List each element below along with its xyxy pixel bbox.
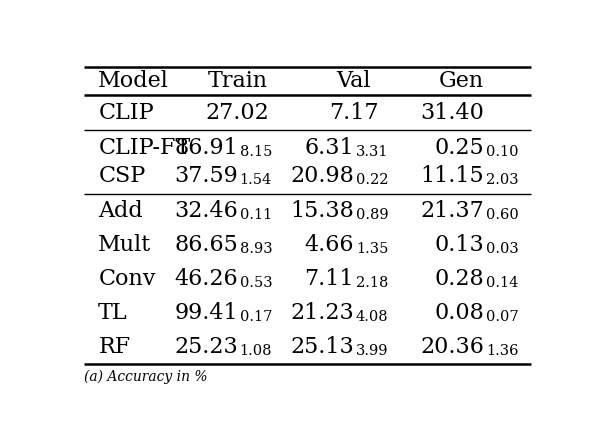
Text: 32.46: 32.46: [174, 200, 238, 222]
Text: 25.23: 25.23: [174, 336, 238, 358]
Text: Gen: Gen: [439, 70, 484, 92]
Text: 20.36: 20.36: [421, 336, 484, 358]
Text: 1.36: 1.36: [486, 344, 518, 358]
Text: 0.07: 0.07: [486, 310, 518, 324]
Text: RF: RF: [98, 336, 130, 358]
Text: Model: Model: [98, 70, 169, 92]
Text: CLIP: CLIP: [98, 102, 154, 124]
Text: Add: Add: [98, 200, 143, 222]
Text: 1.35: 1.35: [356, 242, 388, 256]
Text: 7.11: 7.11: [305, 268, 354, 290]
Text: Train: Train: [208, 70, 268, 92]
Text: 86.91: 86.91: [174, 137, 238, 159]
Text: 0.08: 0.08: [434, 302, 484, 324]
Text: 21.37: 21.37: [421, 200, 484, 222]
Text: 27.02: 27.02: [206, 102, 269, 124]
Text: 37.59: 37.59: [174, 165, 238, 187]
Text: 8.93: 8.93: [239, 242, 272, 256]
Text: 99.41: 99.41: [174, 302, 238, 324]
Text: 0.60: 0.60: [486, 208, 519, 222]
Text: 4.66: 4.66: [305, 234, 354, 256]
Text: 21.23: 21.23: [290, 302, 354, 324]
Text: TL: TL: [98, 302, 128, 324]
Text: CLIP-FT: CLIP-FT: [98, 137, 191, 159]
Text: 0.28: 0.28: [434, 268, 484, 290]
Text: 1.54: 1.54: [239, 174, 272, 187]
Text: 2.18: 2.18: [356, 276, 388, 290]
Text: 8.15: 8.15: [239, 146, 272, 160]
Text: 0.03: 0.03: [486, 242, 519, 256]
Text: Val: Val: [337, 70, 371, 92]
Text: 25.13: 25.13: [290, 336, 354, 358]
Text: 15.38: 15.38: [290, 200, 354, 222]
Text: 31.40: 31.40: [421, 102, 484, 124]
Text: 0.22: 0.22: [356, 174, 388, 187]
Text: 4.08: 4.08: [356, 310, 388, 324]
Text: 0.17: 0.17: [239, 310, 272, 324]
Text: 0.11: 0.11: [239, 208, 272, 222]
Text: 3.99: 3.99: [356, 344, 388, 358]
Text: 0.13: 0.13: [434, 234, 484, 256]
Text: 0.89: 0.89: [356, 208, 388, 222]
Text: 3.31: 3.31: [356, 146, 388, 160]
Text: 7.17: 7.17: [329, 102, 379, 124]
Text: 46.26: 46.26: [174, 268, 238, 290]
Text: 1.08: 1.08: [239, 344, 272, 358]
Text: 86.65: 86.65: [174, 234, 238, 256]
Text: 0.14: 0.14: [486, 276, 518, 290]
Text: 6.31: 6.31: [304, 137, 354, 159]
Text: 0.25: 0.25: [434, 137, 484, 159]
Text: 0.10: 0.10: [486, 146, 518, 160]
Text: 20.98: 20.98: [290, 165, 354, 187]
Text: (a) Accuracy in %: (a) Accuracy in %: [84, 370, 208, 385]
Text: Conv: Conv: [98, 268, 156, 290]
Text: Mult: Mult: [98, 234, 151, 256]
Text: 11.15: 11.15: [421, 165, 484, 187]
Text: 2.03: 2.03: [486, 174, 518, 187]
Text: 0.53: 0.53: [239, 276, 272, 290]
Text: CSP: CSP: [98, 165, 146, 187]
